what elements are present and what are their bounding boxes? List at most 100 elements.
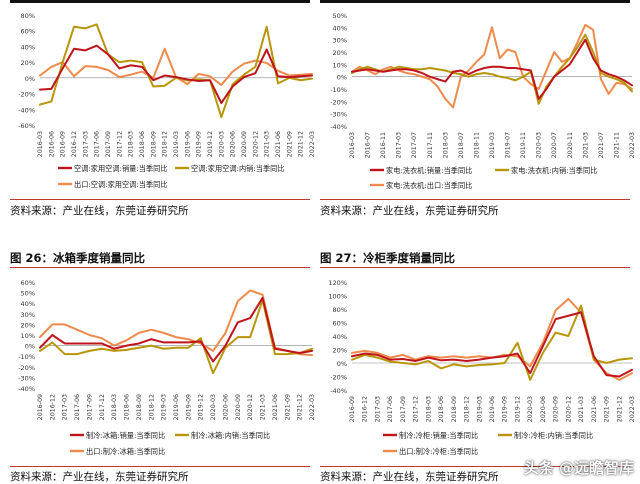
legend-label: 家电:洗衣机:销量:当季同比 [386, 166, 472, 175]
y-tick-label: -40% [18, 106, 35, 114]
y-tick-label: 0% [25, 75, 35, 83]
x-tick-label: 2018-06 [124, 394, 131, 420]
x-tick-label: 2017-06 [74, 394, 81, 420]
x-tick-label: 2019-09 [185, 394, 192, 420]
x-tick-label: 2018-07 [458, 132, 465, 158]
x-tick-label: 2017-12 [116, 131, 123, 157]
legend-label: 家电:洗衣机:内销:当季同比 [511, 166, 597, 175]
x-tick-label: 2020-06 [230, 131, 237, 157]
divider-line [10, 267, 310, 268]
y-tick-label: 60% [21, 28, 35, 36]
y-tick-label: -40% [330, 123, 347, 131]
x-tick-label: 2019-03 [476, 396, 483, 422]
x-tick-label: 2017-09 [400, 396, 407, 422]
x-tick-label: 2021-12 [297, 394, 304, 420]
x-tick-label: 2019-06 [173, 394, 180, 420]
x-tick-label: 2021-12 [616, 396, 623, 422]
y-tick-label: 30% [333, 37, 347, 45]
x-tick-label: 2021-12 [298, 131, 305, 157]
y-tick-label: 50% [333, 12, 347, 20]
x-tick-label: 2018-09 [451, 396, 458, 422]
y-tick-label: 20% [21, 321, 35, 329]
x-tick-label: 2021-11 [613, 132, 620, 158]
series-line [39, 296, 313, 363]
y-tick-label: 40% [333, 24, 347, 32]
x-tick-label: 2019-06 [489, 396, 496, 422]
x-tick-label: 2018-06 [438, 396, 445, 422]
x-tick-label: 2021-09 [284, 394, 291, 420]
chart-washer-sales-yoy: -40% -30% -20% -10% 0% 10% 20% 30% 40% 50% 2016-03… [330, 12, 636, 190]
x-tick-label: 2020-12 [252, 131, 259, 157]
y-tick-label: 50% [21, 290, 35, 298]
x-tick-label: 2018-09 [136, 394, 143, 420]
y-tick-label: 20% [333, 347, 347, 355]
x-tick-label: 2019-06 [184, 131, 191, 157]
x-tick-label: 2017-03 [82, 131, 89, 157]
x-tick-label: 2017-06 [94, 131, 101, 157]
legend-label: 制冷:冷柜:内销:当季同比 [514, 431, 593, 440]
x-tick-label: 2017-06 [387, 396, 394, 422]
x-tick-label: 2017-12 [99, 394, 106, 420]
x-tick-label: 2019-11 [520, 132, 527, 158]
chart-ac-sales-yoy: -60% -40% -20% 0% 20% 40% 60% 80% 2016-03 2016-06… [18, 12, 316, 189]
x-tick-label: 2019-03 [173, 131, 180, 157]
x-tick-label: 2022-03 [629, 132, 636, 158]
series-line [39, 44, 313, 104]
divider-line [320, 267, 630, 268]
legend-label: 出口:空调:家用空调:当季同比 [74, 180, 168, 189]
watermark: 头条 @远瞻智库 [523, 459, 634, 477]
series-line [351, 38, 633, 100]
legend-label: 制冷:冷柜:销量:当季同比 [399, 431, 478, 440]
y-tick-label: -30% [330, 111, 347, 119]
x-tick-label: 2018-03 [425, 396, 432, 422]
top-border-right [320, 0, 630, 3]
y-tick-label: 10% [21, 332, 35, 340]
source-note: 资料来源：产业在线，东莞证券研究所 [10, 205, 189, 217]
x-tick-label: 2019-07 [505, 132, 512, 158]
y-tick-label: 60% [21, 279, 35, 287]
x-tick-label: 2016-09 [60, 131, 67, 157]
y-tick-label: -40% [18, 385, 35, 393]
chart-fridge-sales-yoy: -40% -30% -20% -10% 0% 10% 20% 30% 40% 50% 60% 2016… [18, 279, 316, 456]
y-tick-label: 120% [328, 279, 347, 287]
x-tick-label: 2016-09 [349, 396, 356, 422]
x-tick-label: 2016-12 [71, 131, 78, 157]
x-tick-label: 2022-03 [309, 131, 316, 157]
y-tick-label: 40% [21, 300, 35, 308]
legend-label: 出口:制冷:冰箱:当季同比 [86, 447, 165, 456]
y-tick-label: 20% [333, 49, 347, 57]
x-tick-label: 2020-03 [536, 132, 543, 158]
x-tick-label: 2020-09 [235, 394, 242, 420]
y-tick-label: 30% [21, 311, 35, 319]
x-tick-label: 2019-03 [161, 394, 168, 420]
y-tick-label: 40% [21, 43, 35, 51]
figure-title: 图 26：冰箱季度销量同比 [10, 251, 146, 265]
x-tick-label: 2017-09 [86, 394, 93, 420]
legend-label: 出口:制冷:冷柜:当季同比 [399, 447, 478, 456]
x-tick-label: 2017-12 [413, 396, 420, 422]
x-tick-label: 2021-03 [264, 131, 271, 157]
x-tick-label: 2021-06 [275, 131, 282, 157]
x-tick-label: 2018-12 [464, 396, 471, 422]
x-tick-label: 2021-07 [598, 132, 605, 158]
chart-freezer-sales-yoy: -40% -20% 0% 20% 40% 60% 80% 100% 120% 2016-09 201… [328, 279, 636, 456]
legend-label: 空调:家用空调:内销:当季同比 [191, 164, 285, 173]
series-line [351, 33, 633, 105]
y-tick-label: 100% [328, 293, 347, 301]
legend-label: 空调:家用空调:销量:当季同比 [74, 164, 168, 173]
x-tick-label: 2018-03 [442, 132, 449, 158]
x-tick-label: 2016-12 [49, 394, 56, 420]
divider-line [10, 199, 310, 200]
y-tick-label: 40% [333, 333, 347, 341]
y-tick-label: -20% [330, 98, 347, 106]
x-tick-label: 2021-09 [286, 131, 293, 157]
y-tick-label: -20% [18, 91, 35, 99]
source-note: 资料来源：产业在线，东莞证券研究所 [320, 205, 499, 217]
x-tick-label: 2018-03 [111, 394, 118, 420]
x-tick-label: 2020-03 [218, 131, 225, 157]
y-tick-label: 0% [337, 360, 347, 368]
x-tick-label: 2021-06 [272, 394, 279, 420]
y-tick-label: -60% [18, 122, 35, 130]
y-tick-label: 10% [333, 61, 347, 69]
x-tick-label: 2019-12 [198, 394, 205, 420]
